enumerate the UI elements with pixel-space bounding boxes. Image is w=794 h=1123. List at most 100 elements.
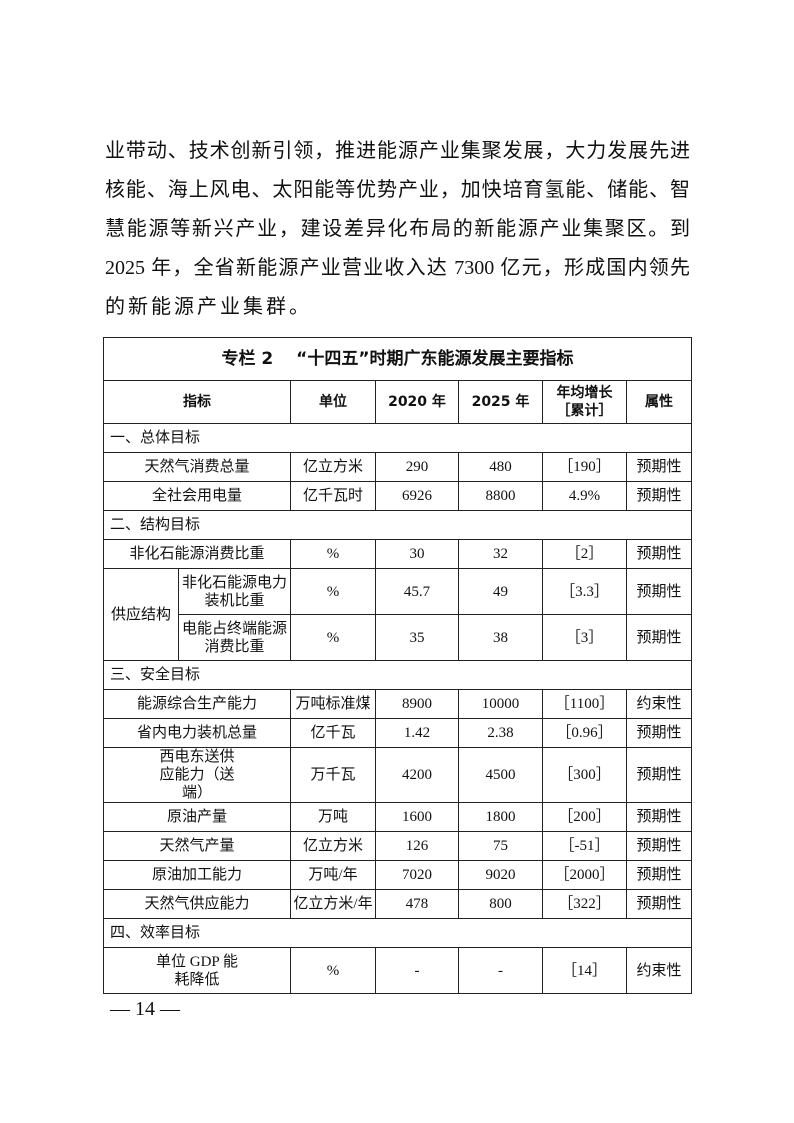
cell-value-2020: 4200 (375, 747, 459, 803)
cell-value-2025: 49 (458, 568, 543, 615)
table-row: 原油产量 万吨 1600 1800 ［200］ 预期性 (103, 802, 693, 832)
section-row: 二、结构目标 (102, 510, 693, 540)
cell-value-2025: 75 (458, 831, 543, 861)
cell-value-2020: - (375, 947, 459, 994)
section-row: 三、安全目标 (102, 660, 693, 690)
cell-group: 供应结构 (103, 568, 179, 661)
cell-attribute: 预期性 (625, 718, 693, 748)
cell-growth: ［2000］ (542, 860, 627, 890)
cell-growth: ［3］ (542, 614, 627, 661)
cell-unit: % (290, 614, 376, 661)
cell-unit: 亿立方米 (290, 831, 376, 861)
table-row: 非化石能源消费比重% 30 32 ［2］ 预期性 (103, 539, 693, 569)
table-row: 天然气产量 亿立方米 126 75 ［-51］ 预期性 (103, 831, 693, 861)
cell-growth: ［3.3］ (542, 568, 627, 615)
table-row: 省内电力装机总量 亿千瓦 1.42 2.38 ［0.96］ 预期性 (103, 718, 693, 748)
cell-attribute: 约束性 (625, 689, 693, 719)
cell-unit: 万吨/年 (290, 860, 376, 890)
table-row: 电能占终端能源消费比重% 35 38 ［3］ 预期性 (104, 614, 693, 661)
cell-value-2025: 4500 (458, 747, 543, 803)
cell-value-2020: 6926 (375, 481, 459, 511)
cell-indicator: 非化石能源消费比重 (103, 539, 291, 569)
header-2025: 2025 年 (458, 380, 543, 424)
cell-indicator: 省内电力装机总量 (103, 718, 291, 748)
header-growth: 年均增长［累计］ (542, 380, 627, 424)
cell-growth: 4.9% (542, 481, 627, 511)
table-title: 专栏 2 “十四五”时期广东能源发展主要指标 (102, 337, 693, 381)
cell-value-2025: 800 (458, 889, 543, 919)
section-title: 三、安全目标 (102, 660, 693, 690)
cell-indicator: 单位 GDP 能耗降低 (103, 947, 291, 994)
cell-growth: ［2］ (542, 539, 627, 569)
paragraph-line: 慧能源等新兴产业，建设差异化布局的新能源产业集聚区。到 (105, 218, 690, 240)
cell-value-2025: 480 (458, 452, 543, 482)
section-title: 二、结构目标 (102, 510, 693, 540)
cell-indicator: 天然气消费总量 (103, 452, 291, 482)
table-row: 能源综合生产能力 万吨标准煤 8900 10000 ［1100］ 约束性 (103, 689, 693, 719)
cell-growth: ［1100］ (542, 689, 627, 719)
cell-growth: ［190］ (542, 452, 627, 482)
cell-attribute: 预期性 (625, 860, 693, 890)
paragraph-line: 业带动、技术创新引领，推进能源产业集聚发展，大力发展先进 (105, 140, 690, 162)
cell-value-2025: 8800 (458, 481, 543, 511)
cell-unit: 亿千瓦 (290, 718, 376, 748)
paragraph-line: 核能、海上风电、太阳能等优势产业，加快培育氢能、储能、智 (105, 179, 690, 201)
cell-growth: ［300］ (542, 747, 627, 803)
cell-indicator: 原油加工能力 (103, 860, 291, 890)
cell-attribute: 预期性 (625, 539, 693, 569)
cell-indicator: 电能占终端能源消费比重 (178, 614, 291, 661)
cell-value-2020: 35 (375, 614, 459, 661)
header-attribute: 属性 (625, 380, 693, 424)
header-indicator: 指标 (103, 380, 291, 424)
cell-value-2025: - (458, 947, 543, 994)
table-row: 西电东送供应能力（送端） 万千瓦 4200 4500 ［300］ 预期性 (103, 747, 693, 803)
body-paragraph: 业带动、技术创新引领，推进能源产业集聚发展，大力发展先进 核能、海上风电、太阳能… (105, 132, 690, 327)
cell-unit: 万吨标准煤 (290, 689, 376, 719)
cell-attribute: 预期性 (625, 831, 693, 861)
section-row: 一、总体目标 (102, 423, 693, 453)
cell-value-2025: 2.38 (458, 718, 543, 748)
section-row: 四、效率目标 (102, 918, 693, 948)
header-unit: 单位 (290, 380, 376, 424)
cell-indicator: 能源综合生产能力 (103, 689, 291, 719)
cell-attribute: 预期性 (625, 614, 693, 661)
cell-unit: % (290, 539, 376, 569)
indicators-table: 专栏 2 “十四五”时期广东能源发展主要指标 指标 单位 2020 年 2025… (102, 337, 693, 994)
cell-attribute: 预期性 (625, 481, 693, 511)
cell-growth: ［200］ (542, 802, 627, 832)
cell-value-2020: 7020 (375, 860, 459, 890)
table-row: 天然气消费总量 亿立方米 290 480 ［190］ 预期性 (103, 452, 693, 482)
cell-attribute: 约束性 (625, 947, 693, 994)
cell-growth: ［-51］ (542, 831, 627, 861)
section-title: 一、总体目标 (102, 423, 693, 453)
table-row: 原油加工能力 万吨/年 7020 9020 ［2000］ 预期性 (103, 860, 693, 890)
table-row: 全社会用电量 亿千瓦时 6926 8800 4.9% 预期性 (103, 481, 693, 511)
cell-indicator: 天然气供应能力 (103, 889, 291, 919)
cell-unit: 亿立方米 (290, 452, 376, 482)
cell-attribute: 预期性 (625, 568, 693, 615)
table-row: 单位 GDP 能耗降低% - - ［14］ 约束性 (103, 947, 693, 994)
cell-value-2020: 1.42 (375, 718, 459, 748)
cell-value-2020: 1600 (375, 802, 459, 832)
cell-unit: % (290, 568, 376, 615)
cell-attribute: 预期性 (625, 747, 693, 803)
cell-value-2025: 1800 (458, 802, 543, 832)
cell-indicator: 全社会用电量 (103, 481, 291, 511)
cell-unit: 万吨 (290, 802, 376, 832)
cell-indicator: 非化石能源电力装机比重 (178, 568, 291, 615)
cell-attribute: 预期性 (625, 889, 693, 919)
cell-unit: 亿立方米/年 (290, 889, 376, 919)
cell-attribute: 预期性 (625, 802, 693, 832)
paragraph-line: 的新能源产业集群。 (105, 296, 312, 318)
cell-value-2020: 126 (375, 831, 459, 861)
cell-unit: % (290, 947, 376, 994)
cell-unit: 亿千瓦时 (290, 481, 376, 511)
header-2020: 2020 年 (375, 380, 459, 424)
cell-value-2020: 478 (375, 889, 459, 919)
cell-growth: ［0.96］ (542, 718, 627, 748)
cell-value-2025: 38 (458, 614, 543, 661)
cell-value-2025: 9020 (458, 860, 543, 890)
cell-growth: ［14］ (542, 947, 627, 994)
cell-indicator: 原油产量 (103, 802, 291, 832)
cell-value-2020: 30 (375, 539, 459, 569)
